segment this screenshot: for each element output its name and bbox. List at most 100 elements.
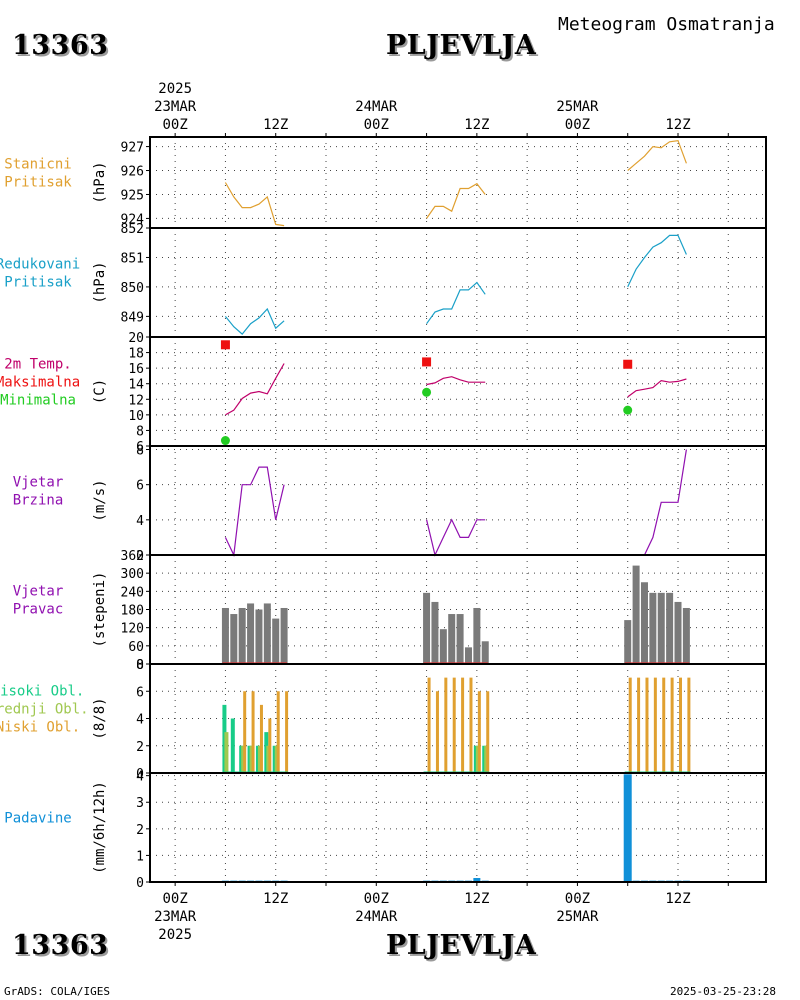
wind_speed-label: Vjetar	[13, 475, 64, 491]
low-cloud-bar	[687, 677, 691, 773]
station_pressure-ytick-label: 925	[121, 188, 144, 203]
low-cloud-bar	[477, 691, 481, 773]
precipitation-ytick-label: 1	[136, 849, 144, 864]
low-cloud-bar	[452, 677, 456, 773]
wind_speed-frame	[149, 445, 767, 556]
station_pressure-frame	[149, 136, 767, 229]
low-cloud-bar	[645, 677, 649, 773]
temperature-ytick-label: 14	[128, 378, 144, 393]
wind-direction-bar	[464, 647, 472, 663]
temperature-label: 2m Temp.	[4, 357, 71, 373]
low-cloud-bar	[679, 677, 682, 773]
top-hour-label: 00Z	[162, 117, 187, 133]
wind-direction-bar	[640, 582, 648, 663]
reduced_pressure-label: Redukovani	[0, 257, 80, 273]
top-hour-label: 00Z	[565, 117, 590, 133]
tmax-marker	[623, 359, 633, 369]
temperature-frame	[149, 336, 767, 447]
low-cloud-bar	[243, 691, 247, 773]
temperature-label: Minimalna	[0, 393, 76, 409]
reduced_pressure-label: Pritisak	[4, 275, 72, 291]
wind_direction-ytick-label: 0	[136, 658, 144, 673]
temperature-ytick-label: 18	[128, 347, 144, 362]
wind-direction-bar	[247, 603, 255, 663]
station_pressure-label: Stanicni	[4, 157, 71, 173]
precipitation-ytick-label: 0	[136, 876, 144, 891]
wind_direction-label: Pravac	[13, 602, 64, 618]
wind-direction-bar	[456, 614, 464, 663]
top-hour-label: 00Z	[364, 117, 389, 133]
temperature-ytick-label: 16	[128, 362, 144, 377]
tmin-marker	[623, 405, 633, 415]
low-cloud-bar	[285, 691, 289, 773]
station_pressure-ytick-label: 924	[121, 212, 145, 227]
product-title: Meteogram Osmatranja	[558, 14, 775, 35]
station_pressure-axis-label: (hPa)	[92, 161, 108, 203]
wind-direction-bar	[657, 592, 665, 663]
wind_speed-line	[627, 449, 687, 556]
tmax-marker	[422, 357, 432, 367]
low-cloud-bar	[276, 691, 280, 773]
low-cloud-bar	[469, 677, 473, 773]
wind_speed-line	[224, 466, 285, 558]
wind_speed-line	[426, 518, 486, 557]
low-cloud-bar	[268, 718, 272, 773]
cloud_cover-ytick-label: 6	[136, 685, 144, 700]
wind-direction-bar	[230, 614, 238, 663]
cloud_cover-ytick-label: 2	[136, 740, 144, 755]
wind_speed-label: Brzina	[13, 493, 64, 509]
wind-direction-bar	[431, 601, 439, 663]
precipitation-frame	[149, 772, 767, 883]
station_pressure-ytick-label: 926	[121, 165, 144, 180]
bottom-hour-label: 00Z	[162, 891, 187, 907]
wind-direction-bar	[263, 603, 271, 663]
wind_speed-ytick-label: 2	[136, 549, 144, 564]
top-date-label: 24MAR	[355, 99, 398, 115]
precip-bar	[623, 774, 632, 882]
bottom-year-label: 2025	[158, 927, 192, 943]
bottom-date-label: 24MAR	[355, 909, 398, 925]
top-year-label: 2025	[158, 81, 192, 97]
wind-direction-bar	[280, 607, 288, 663]
temperature-line	[426, 376, 486, 386]
precip-bar	[473, 878, 481, 882]
reduced_pressure-axis-label: (hPa)	[92, 261, 108, 303]
reduced_pressure-ytick-label: 852	[121, 222, 144, 237]
tmin-marker	[220, 436, 230, 446]
station_pressure-label: Pritisak	[4, 175, 72, 191]
software-credit: GrADS: COLA/IGES	[4, 985, 110, 998]
wind-direction-bar	[448, 614, 456, 663]
bottom-hour-label: 12Z	[464, 891, 489, 907]
low-cloud-bar	[461, 677, 465, 773]
reduced_pressure-line	[224, 307, 285, 335]
top-date-label: 25MAR	[556, 99, 599, 115]
cloud_cover-ytick-label: 8	[136, 658, 144, 673]
wind-direction-bar	[255, 609, 263, 663]
reduced_pressure-line	[426, 281, 486, 325]
wind-direction-bar	[481, 641, 489, 663]
temperature-line	[627, 378, 687, 398]
station_pressure-line	[426, 182, 486, 219]
bottom-hour-label: 00Z	[364, 891, 389, 907]
top-hour-label: 12Z	[665, 117, 690, 133]
cloud_cover-label: Srednji Obl.	[0, 702, 89, 718]
reduced_pressure-ytick-label: 849	[121, 310, 144, 325]
wind_speed-ytick-label: 4	[136, 514, 144, 529]
wind_direction-ytick-label: 300	[121, 567, 144, 582]
precipitation-ytick-label: 2	[136, 823, 144, 838]
mid-cloud-bar	[224, 732, 229, 773]
wind_speed-ytick-label: 8	[136, 444, 144, 459]
wind-direction-bar	[666, 592, 674, 663]
temperature-ytick-label: 20	[128, 331, 144, 346]
bottom-hour-label: 00Z	[565, 891, 590, 907]
reduced_pressure-ytick-label: 851	[121, 251, 144, 266]
temperature-ytick-label: 8	[136, 424, 144, 439]
station-name-top: PLJEVLJA	[386, 30, 537, 61]
top-hour-label: 12Z	[464, 117, 489, 133]
wind_direction-ytick-label: 60	[128, 640, 144, 655]
temperature-ytick-label: 6	[136, 440, 144, 455]
bottom-date-label: 23MAR	[154, 909, 197, 925]
station_pressure-line	[224, 182, 285, 227]
cloud_cover-label: Visoki Obl.	[0, 684, 84, 700]
